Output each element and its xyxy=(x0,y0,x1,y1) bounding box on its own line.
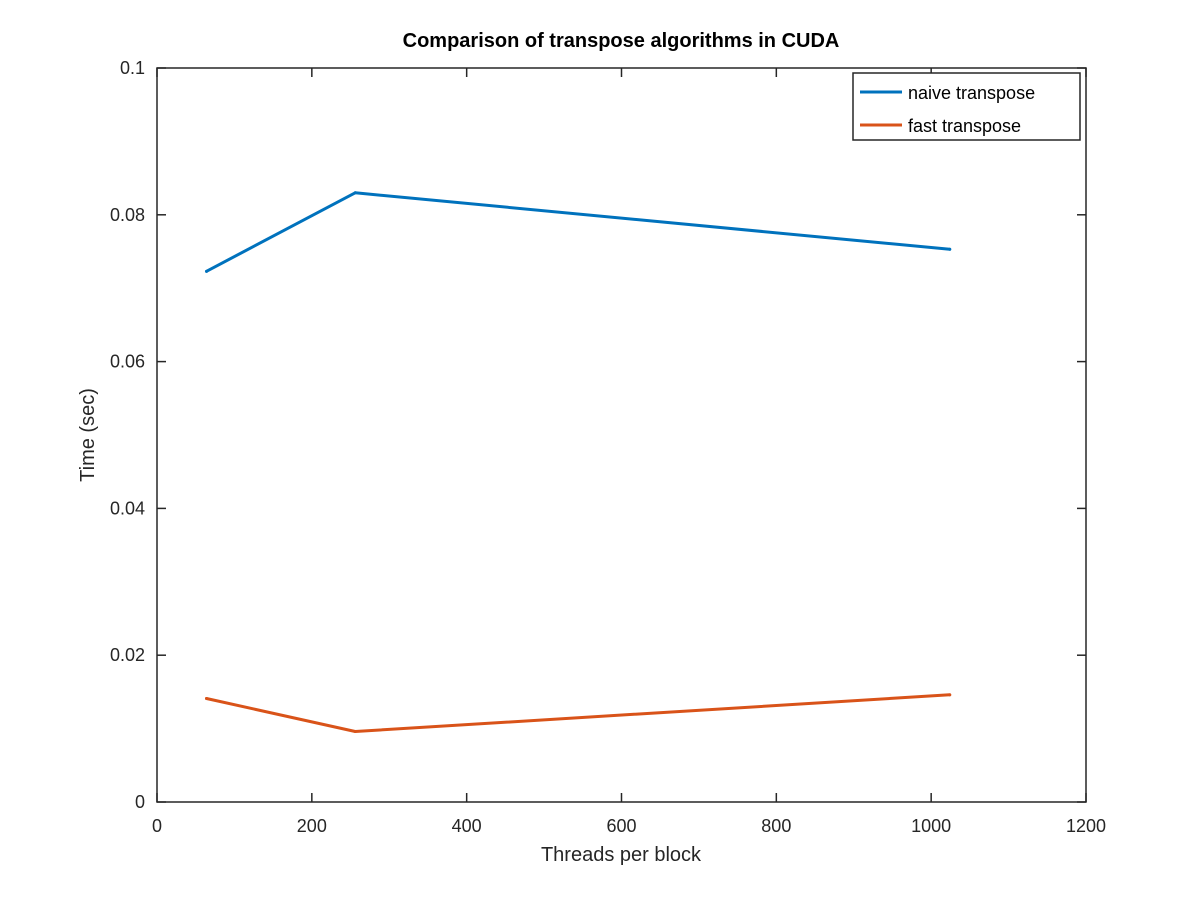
x-tick-label: 800 xyxy=(761,816,791,836)
chart-title: Comparison of transpose algorithms in CU… xyxy=(403,30,840,52)
x-tick-label: 1200 xyxy=(1066,816,1106,836)
y-axis: 0 0.02 0.04 0.06 0.08 0.1 xyxy=(110,58,1086,812)
data-point-naive-transpose xyxy=(353,191,357,195)
legend-label-naive: naive transpose xyxy=(908,83,1035,103)
x-axis: 0 200 400 600 800 1000 1200 xyxy=(152,68,1106,836)
legend: naive transpose fast transpose xyxy=(852,72,1081,141)
x-tick-label: 0 xyxy=(152,816,162,836)
y-tick-label: 0.02 xyxy=(110,645,145,665)
x-tick-label: 1000 xyxy=(911,816,951,836)
y-axis-label: Time (sec) xyxy=(77,388,99,482)
series-lines xyxy=(205,191,952,734)
y-tick-label: 0 xyxy=(135,792,145,812)
legend-label-fast: fast transpose xyxy=(908,116,1021,136)
plot-area xyxy=(156,67,1087,803)
y-tick-label: 0.08 xyxy=(110,205,145,225)
data-point-naive-transpose xyxy=(948,247,952,251)
x-tick-label: 200 xyxy=(297,816,327,836)
data-point-fast-transpose xyxy=(205,697,209,701)
data-point-fast-transpose xyxy=(948,693,952,697)
x-axis-label: Threads per block xyxy=(541,844,702,866)
x-tick-label: 600 xyxy=(606,816,636,836)
y-tick-label: 0.04 xyxy=(110,498,145,518)
data-point-fast-transpose xyxy=(353,730,357,734)
y-tick-label: 0.06 xyxy=(110,352,145,372)
y-tick-label: 0.1 xyxy=(120,58,145,78)
legend-box xyxy=(852,72,1081,141)
x-tick-label: 400 xyxy=(452,816,482,836)
data-point-naive-transpose xyxy=(205,269,209,273)
